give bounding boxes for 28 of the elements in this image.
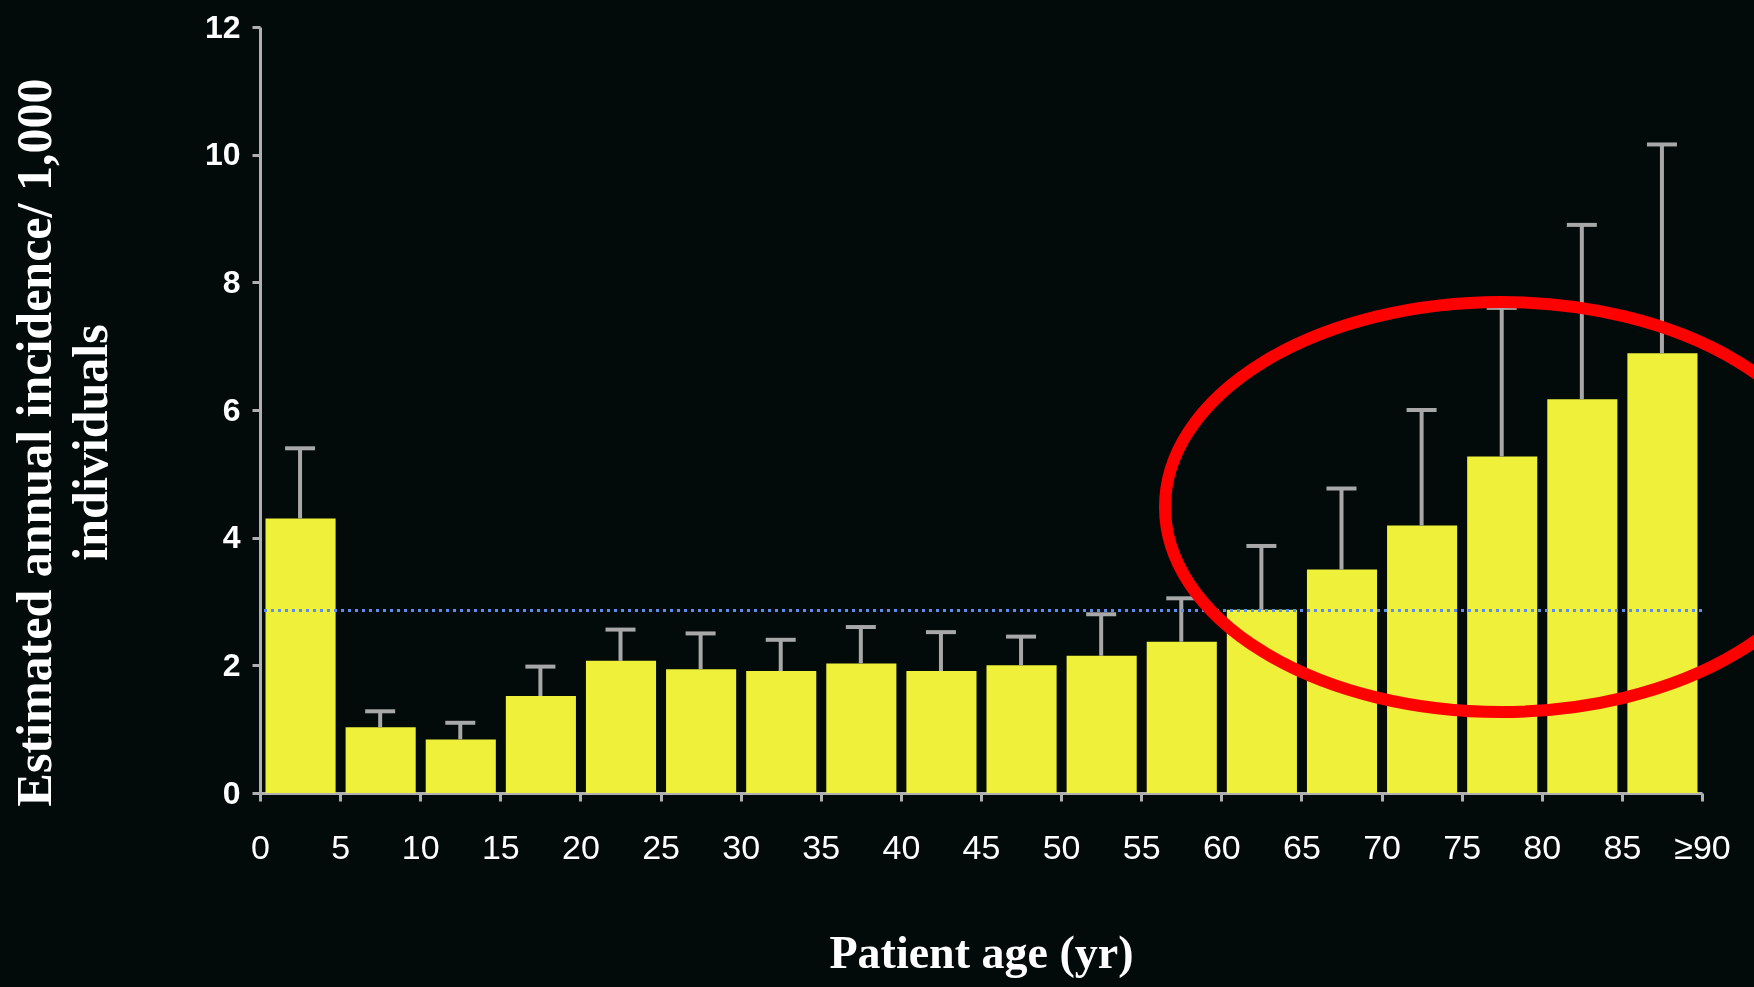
x-tick-label: 85 xyxy=(1603,827,1642,866)
y-tick-label: 12 xyxy=(204,8,241,45)
x-axis-title: Patient age (yr) xyxy=(829,926,1134,978)
y-tick-label: 4 xyxy=(222,519,241,556)
x-tick-label: 35 xyxy=(802,827,841,866)
y-tick-label: 8 xyxy=(222,263,241,300)
x-tick-label: 70 xyxy=(1363,827,1401,866)
x-tick-label: 5 xyxy=(331,827,351,866)
x-tick-label: 20 xyxy=(562,827,600,866)
x-tick-label: ≥90 xyxy=(1674,827,1731,866)
x-tick-label: 60 xyxy=(1202,827,1241,866)
x-tick-label: 65 xyxy=(1283,827,1321,866)
x-tick-label: 80 xyxy=(1523,827,1562,866)
x-tick-label: 55 xyxy=(1122,827,1161,866)
y-axis-title: Estimated annual incidence/ 1,000 individuals xyxy=(5,78,118,807)
x-tick-label: 40 xyxy=(882,827,921,866)
x-tick-label: 50 xyxy=(1042,827,1081,866)
x-tick-label: 45 xyxy=(962,827,1001,866)
x-tick-label: 30 xyxy=(722,827,761,866)
y-tick-label: 6 xyxy=(222,391,241,428)
x-tick-label: 0 xyxy=(251,827,270,866)
x-tick-label: 10 xyxy=(401,827,440,866)
y-tick-label: 0 xyxy=(222,774,241,811)
x-tick-label: 15 xyxy=(481,827,520,866)
y-tick-label: 10 xyxy=(204,136,241,173)
y-tick-label: 2 xyxy=(222,646,241,683)
x-tick-label: 75 xyxy=(1443,827,1482,866)
x-tick-label: 25 xyxy=(642,827,680,866)
